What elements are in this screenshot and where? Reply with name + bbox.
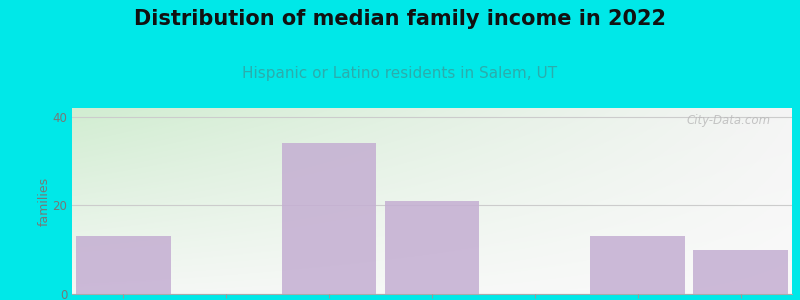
Bar: [282, 143, 377, 294]
Text: Distribution of median family income in 2022: Distribution of median family income in …: [134, 9, 666, 29]
Text: Hispanic or Latino residents in Salem, UT: Hispanic or Latino residents in Salem, U…: [242, 66, 558, 81]
Bar: [76, 236, 170, 294]
Text: City-Data.com: City-Data.com: [686, 114, 770, 127]
Bar: [385, 201, 479, 294]
Bar: [590, 236, 685, 294]
Y-axis label: families: families: [38, 176, 51, 226]
Bar: [694, 250, 788, 294]
